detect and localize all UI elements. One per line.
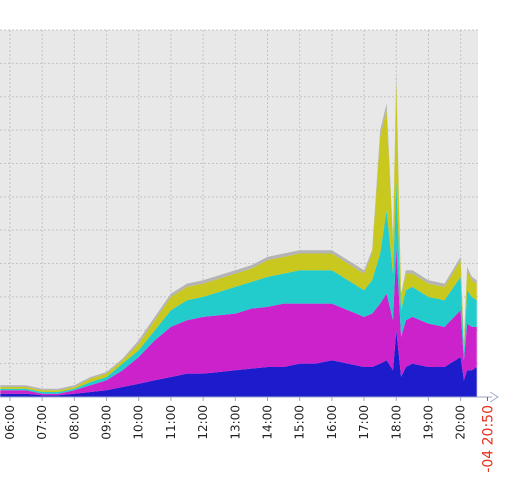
- area: [0, 330, 477, 397]
- x-tick-label: 10:00: [132, 405, 146, 440]
- axis-arrow: [489, 391, 499, 403]
- x-tick-label: 07:00: [35, 405, 49, 440]
- x-tick-label: 08:00: [67, 405, 81, 440]
- x-tick-label: 13:00: [228, 405, 242, 440]
- area: [0, 180, 477, 394]
- x-tick-label: 11:00: [164, 405, 178, 440]
- area: [0, 80, 477, 392]
- x-tick-label: 06:00: [3, 405, 17, 440]
- x-tick-label: 17:00: [357, 405, 371, 440]
- x-tick-label: 12:00: [196, 405, 210, 440]
- x-tick-label: 16:00: [325, 405, 339, 440]
- x-tick-label: 20:00: [454, 405, 468, 440]
- x-tick-label: 19:00: [421, 405, 435, 440]
- area: [0, 246, 477, 396]
- x-tick-label: 15:00: [293, 405, 307, 440]
- x-tick-label: 18:00: [389, 405, 403, 440]
- x-end-label: -04 20:50: [480, 405, 496, 473]
- x-tick-label: 09:00: [100, 405, 114, 440]
- x-tick-label: 14:00: [260, 405, 274, 440]
